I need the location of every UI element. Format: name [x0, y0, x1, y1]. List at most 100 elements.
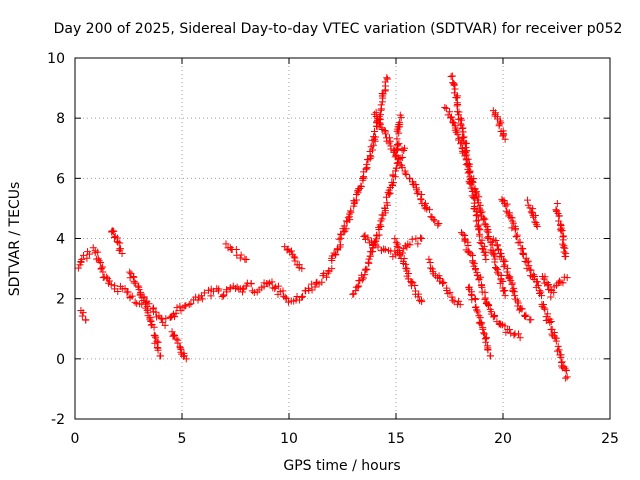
chart-title: Day 200 of 2025, Sidereal Day-to-day VTE…: [54, 21, 623, 37]
data-point: [560, 248, 568, 256]
data-point: [483, 234, 491, 242]
data-point: [386, 137, 394, 145]
data-point: [412, 180, 420, 188]
data-point: [505, 275, 513, 283]
data-point: [352, 190, 360, 198]
data-point: [563, 274, 571, 282]
data-point: [400, 254, 408, 262]
data-point: [414, 188, 422, 196]
data-point: [78, 255, 86, 263]
data-point: [392, 164, 400, 172]
data-point: [392, 238, 400, 246]
data-point: [447, 73, 455, 81]
data-point: [562, 366, 570, 374]
data-point: [396, 111, 404, 119]
x-axis-label: GPS time / hours: [283, 458, 400, 474]
data-point: [559, 279, 567, 287]
data-point: [173, 304, 181, 312]
data-points: [74, 72, 571, 382]
data-point: [484, 300, 492, 308]
data-point: [396, 118, 404, 126]
data-point: [162, 315, 170, 323]
data-point: [220, 292, 228, 300]
data-point: [459, 134, 467, 142]
data-point: [111, 282, 119, 290]
data-point: [381, 245, 389, 253]
data-point: [451, 85, 459, 93]
data-point: [134, 282, 142, 290]
data-point: [364, 234, 372, 242]
data-point: [185, 301, 193, 309]
data-point: [200, 289, 208, 297]
data-point: [462, 149, 470, 157]
data-point: [121, 284, 129, 292]
data-point: [154, 346, 162, 354]
data-point: [268, 278, 276, 286]
data-point: [450, 89, 458, 97]
data-point: [491, 109, 499, 117]
data-point: [372, 108, 380, 116]
data-point: [561, 244, 569, 252]
data-point: [332, 250, 340, 258]
y-tick-label: 4: [56, 232, 65, 248]
data-point: [114, 238, 122, 246]
data-point: [521, 313, 529, 321]
data-point: [442, 104, 450, 112]
data-point: [298, 293, 306, 301]
data-point: [496, 253, 504, 261]
data-point: [449, 296, 457, 304]
data-point: [391, 153, 399, 161]
data-point: [362, 265, 370, 273]
data-point: [504, 264, 512, 272]
data-point: [328, 252, 336, 260]
data-point: [448, 113, 456, 121]
data-point: [455, 134, 463, 142]
data-point: [290, 253, 298, 261]
data-point: [105, 277, 113, 285]
data-point: [274, 282, 282, 290]
data-point: [172, 335, 180, 343]
data-point: [337, 241, 345, 249]
data-point: [484, 346, 492, 354]
data-point: [514, 299, 522, 307]
x-tick-label: 5: [178, 431, 187, 447]
x-tick-labels: 0 5 10 15 20 25: [71, 431, 619, 447]
data-point: [491, 312, 499, 320]
axis-ticks: [74, 57, 611, 420]
data-point: [559, 240, 567, 248]
data-point: [474, 308, 482, 316]
data-point: [454, 130, 462, 138]
data-point: [398, 154, 406, 162]
data-point: [427, 264, 435, 272]
data-point: [483, 227, 491, 235]
data-point: [137, 288, 145, 296]
data-point: [397, 154, 405, 162]
data-point: [558, 227, 566, 235]
data-point: [354, 283, 362, 291]
data-point: [505, 325, 513, 333]
data-point: [511, 292, 519, 300]
data-point: [369, 146, 377, 154]
data-point: [490, 252, 498, 260]
data-point: [400, 245, 408, 253]
x-tick-label: 20: [494, 431, 512, 447]
data-point: [94, 248, 102, 256]
data-point: [425, 255, 433, 263]
data-point: [497, 252, 505, 260]
data-point: [393, 242, 401, 250]
data-point: [330, 249, 338, 257]
data-point: [479, 325, 487, 333]
data-point: [540, 304, 548, 312]
data-point: [503, 207, 511, 215]
data-point: [435, 219, 443, 227]
x-tick-label: 25: [601, 431, 619, 447]
data-point: [527, 316, 535, 324]
data-point: [342, 225, 350, 233]
data-point: [499, 130, 507, 138]
data-point: [494, 270, 502, 278]
data-point: [222, 240, 230, 248]
data-point: [457, 121, 465, 129]
data-point: [226, 284, 234, 292]
data-point: [469, 184, 477, 192]
data-point: [95, 257, 103, 265]
